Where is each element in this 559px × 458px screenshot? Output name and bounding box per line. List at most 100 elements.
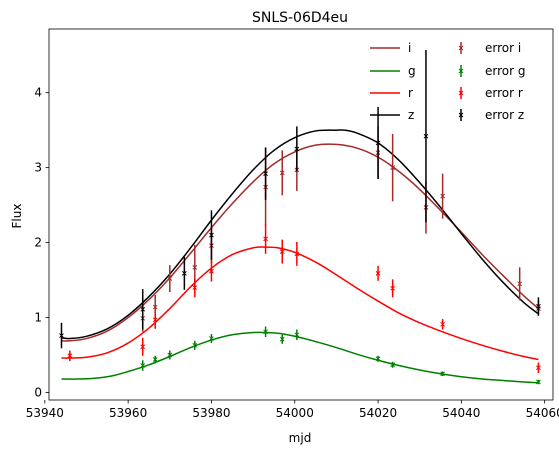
error-r-point-3 — [192, 277, 198, 298]
legend-label-r: r — [408, 86, 413, 100]
legend-label-g: g — [408, 64, 416, 78]
error-r-point-6 — [279, 239, 285, 264]
error-z-marker — [59, 333, 64, 338]
legend-label-z: z — [408, 108, 414, 122]
error-g-point-2 — [167, 350, 173, 360]
error-i-point-11 — [440, 173, 445, 219]
error-g-marker — [294, 332, 300, 338]
error-i-marker — [192, 264, 198, 270]
error-z-marker — [140, 306, 146, 312]
error-r-marker — [263, 236, 268, 242]
error-r-marker — [279, 249, 285, 254]
error-i-marker — [440, 193, 445, 199]
error-i-point-9 — [390, 133, 395, 202]
error-i-marker — [152, 304, 158, 310]
error-g-point-7 — [294, 329, 300, 341]
error-z-point-4 — [263, 147, 268, 200]
legend-marker-error-z — [458, 112, 464, 118]
legend-marker-error-i — [458, 45, 464, 51]
error-z-marker — [423, 133, 429, 139]
curve-z — [61, 129, 539, 340]
error-i-marker — [517, 281, 523, 287]
y-axis-label: Flux — [10, 204, 24, 229]
x-tick-label: 53960 — [109, 406, 147, 420]
error-r-point-4 — [209, 260, 214, 282]
x-tick-label: 54020 — [359, 406, 397, 420]
error-g-marker — [192, 342, 198, 348]
y-tick-label: 2 — [34, 236, 42, 250]
error-z-point-5 — [294, 126, 300, 172]
error-r-point-11 — [536, 362, 541, 374]
error-r-marker — [375, 270, 381, 276]
error-g-marker — [279, 336, 285, 342]
error-i-point-6 — [279, 150, 285, 196]
error-z-marker — [375, 140, 381, 146]
error-g-marker — [536, 379, 541, 385]
error-r-marker — [294, 251, 300, 257]
error-z-marker — [209, 232, 214, 238]
error-r-point-7 — [294, 241, 300, 266]
error-g-point-5 — [263, 326, 268, 338]
error-z-point-6 — [375, 106, 381, 179]
x-tick-label: 53940 — [26, 406, 64, 420]
legend-label-error-r: error r — [485, 86, 523, 100]
error-r-marker — [67, 353, 73, 359]
error-r-point-9 — [390, 279, 395, 298]
error-g-marker — [263, 329, 268, 335]
error-g-point-4 — [209, 334, 214, 344]
error-r-point-10 — [440, 319, 445, 330]
error-z-marker — [536, 303, 541, 309]
error-r-marker — [209, 268, 214, 274]
error-g-point-8 — [375, 355, 381, 362]
x-tick-label: 54000 — [276, 406, 314, 420]
error-g-point-0 — [140, 360, 146, 371]
error-z-point-1 — [140, 289, 146, 330]
error-g-marker — [209, 336, 214, 341]
error-i-marker — [279, 170, 285, 176]
error-g-point-6 — [279, 334, 285, 344]
error-r-point-5 — [263, 223, 268, 254]
error-i-point-2 — [167, 265, 173, 293]
error-g-marker — [440, 371, 445, 377]
legend-label-error-z: error z — [485, 108, 524, 122]
curve-g — [61, 331, 539, 384]
error-r-point-2 — [152, 310, 158, 329]
error-g-point-10 — [440, 371, 445, 377]
error-bars — [59, 49, 541, 385]
error-i-point-12 — [517, 267, 523, 301]
error-g-marker — [375, 356, 381, 362]
error-r-marker — [192, 285, 198, 290]
legend-label-error-g: error g — [485, 64, 525, 78]
error-z-marker — [294, 146, 300, 152]
x-tick-label: 54040 — [442, 406, 480, 420]
curve-r — [61, 246, 539, 361]
error-z-point-7 — [423, 49, 429, 223]
curve-i — [61, 143, 539, 342]
error-g-point-1 — [152, 355, 158, 364]
y-tick-label: 1 — [34, 311, 42, 325]
error-r-marker — [390, 285, 395, 291]
error-i-marker — [390, 165, 395, 171]
error-r-point-8 — [375, 265, 381, 281]
plot-frame — [48, 28, 554, 401]
error-r-marker — [152, 317, 158, 323]
error-i-marker — [167, 276, 173, 281]
x-tick-label: 53980 — [192, 406, 230, 420]
error-g-marker — [167, 352, 173, 358]
error-z-marker — [182, 270, 187, 276]
legend-marker-error-g — [458, 68, 464, 74]
error-z-point-3 — [209, 210, 214, 260]
error-z-point-0 — [59, 322, 64, 349]
legend-label-i: i — [408, 41, 411, 55]
error-z-point-2 — [182, 256, 187, 290]
error-g-point-9 — [390, 361, 395, 368]
y-tick-label: 4 — [34, 86, 42, 100]
y-tick-label: 0 — [34, 386, 42, 400]
legend-marker-error-r — [458, 90, 464, 96]
error-r-marker — [140, 344, 146, 350]
error-g-marker — [140, 363, 146, 368]
chart-title: SNLS-06D4eu — [252, 10, 348, 26]
